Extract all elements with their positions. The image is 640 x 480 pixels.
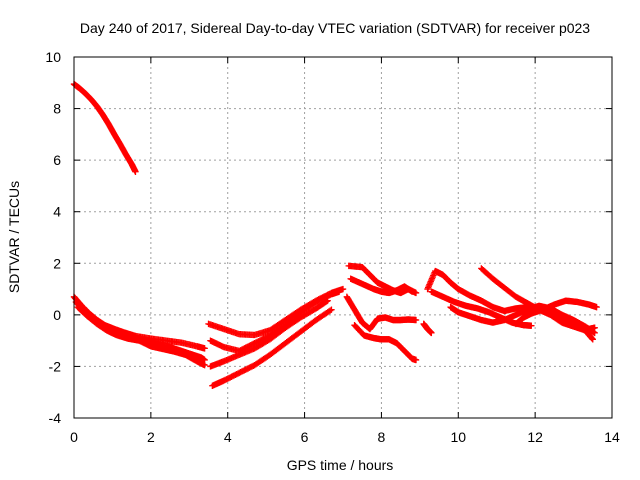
- x-tick-label: 2: [147, 429, 155, 445]
- data-point: [593, 303, 600, 311]
- data-point: [326, 307, 334, 314]
- y-tick-label: 4: [53, 204, 61, 220]
- data-point: [339, 285, 347, 293]
- data-series-arc-high: [70, 80, 139, 175]
- data-series-arc-late-c: [343, 293, 420, 333]
- data-point: [201, 345, 208, 352]
- x-tick-label: 4: [224, 429, 232, 445]
- data-point: [589, 336, 596, 343]
- x-tick-label: 14: [604, 429, 620, 445]
- x-axis-label: GPS time / hours: [287, 457, 394, 473]
- data-series-arc-late-e: [420, 320, 435, 337]
- data-series-arc-mid-c: [207, 297, 331, 370]
- y-tick-label: 6: [53, 152, 61, 168]
- y-tick-label: 2: [53, 255, 61, 271]
- data-point: [412, 316, 420, 324]
- x-tick-label: 8: [378, 429, 386, 445]
- y-tick-label: 10: [45, 49, 61, 65]
- y-tick-label: -4: [49, 410, 62, 426]
- data-series-arc-night-a: [424, 267, 531, 315]
- x-tick-label: 12: [527, 429, 543, 445]
- data-point: [412, 289, 420, 297]
- data-series-arc-early-c: [74, 303, 208, 369]
- plot-frame: [73, 56, 613, 419]
- y-tick-label: -2: [49, 358, 62, 374]
- data-point: [335, 288, 343, 295]
- data-series-arc-night-e: [512, 297, 600, 328]
- data-point: [591, 324, 598, 331]
- data-point: [428, 329, 435, 337]
- data-series-arc-late-b: [347, 275, 416, 297]
- data-series-arc-late-d: [351, 321, 420, 364]
- chart-title: Day 240 of 2017, Sidereal Day-to-day VTE…: [80, 20, 590, 36]
- y-tick-label: 0: [53, 307, 61, 323]
- data-point: [201, 361, 208, 369]
- data-series-arc-night-f: [531, 303, 598, 333]
- data-point: [528, 322, 535, 329]
- data-point: [412, 356, 420, 364]
- data-point: [408, 288, 416, 295]
- data-series-arc-mid-d: [209, 306, 335, 389]
- y-axis-label: SDTVAR / TECUs: [6, 181, 22, 293]
- data-points: [70, 80, 600, 389]
- x-tick-label: 6: [301, 429, 309, 445]
- axis-ticks: 0 2 4 6 8 10 12 14 -4 -2 0 2 4 6 8 10: [45, 49, 620, 445]
- y-tick-label: 8: [53, 101, 61, 117]
- data-point: [132, 168, 139, 175]
- data-point: [324, 297, 331, 304]
- grid-lines: [74, 57, 612, 418]
- data-point: [328, 306, 335, 313]
- x-tick-label: 0: [70, 429, 78, 445]
- x-tick-label: 10: [450, 429, 466, 445]
